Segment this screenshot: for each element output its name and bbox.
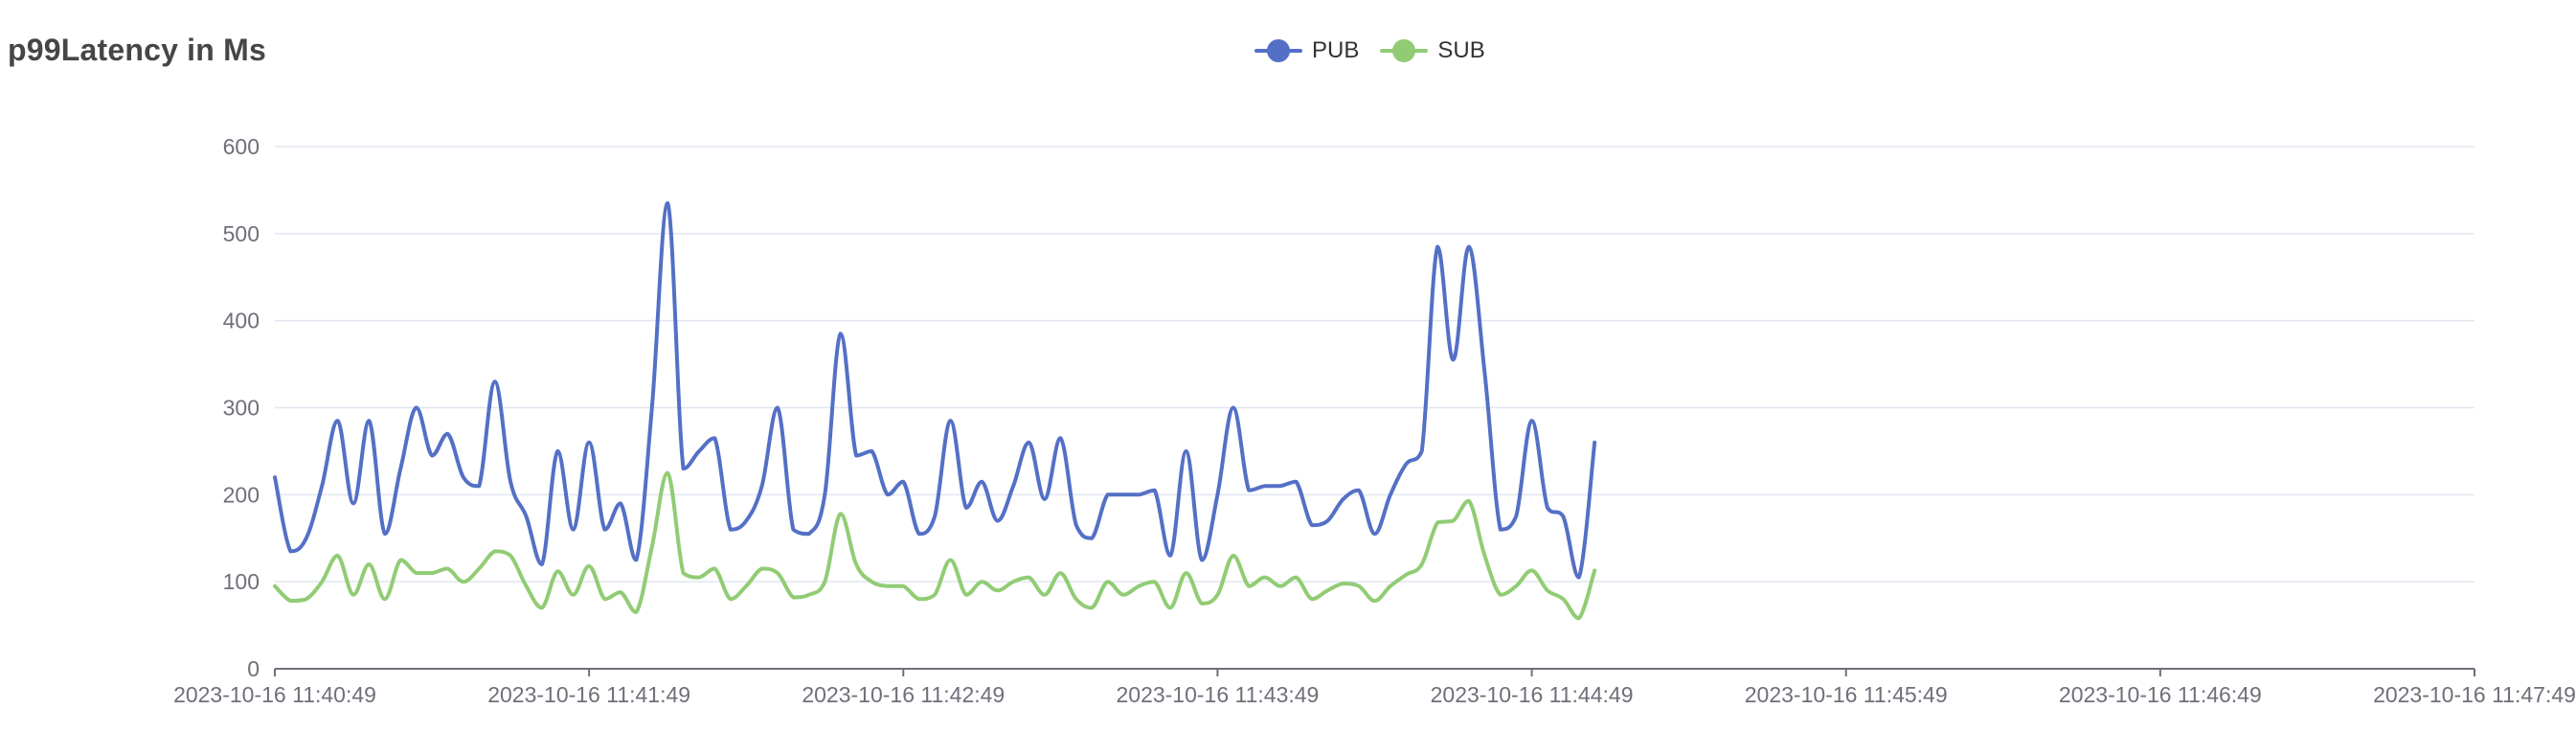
legend-label-pub: PUB: [1312, 37, 1360, 63]
legend-item-pub[interactable]: PUB: [1254, 37, 1359, 64]
x-tick-label: 2023-10-16 11:47:49: [2373, 682, 2576, 707]
legend-item-sub[interactable]: SUB: [1380, 37, 1485, 64]
legend: PUB SUB: [1254, 34, 1485, 67]
x-tick-label: 2023-10-16 11:46:49: [2059, 682, 2262, 707]
y-tick-label: 300: [223, 396, 260, 421]
legend-dot-sub: [1392, 39, 1416, 62]
x-tick-label: 2023-10-16 11:44:49: [1431, 682, 1634, 707]
y-tick-label: 400: [223, 309, 260, 333]
x-tick-label: 2023-10-16 11:43:49: [1116, 682, 1319, 707]
y-tick-label: 500: [223, 221, 260, 246]
legend-label-sub: SUB: [1437, 37, 1485, 63]
legend-dot-pub: [1267, 39, 1290, 62]
chart-title: p99Latency in Ms: [8, 33, 266, 67]
x-tick-label: 2023-10-16 11:42:49: [802, 682, 1005, 707]
y-tick-label: 600: [223, 134, 260, 159]
series-line-pub: [273, 201, 1597, 580]
y-tick-label: 100: [223, 569, 260, 594]
series-line-sub: [273, 470, 1597, 621]
y-tick-label: 200: [223, 482, 260, 507]
x-tick-label: 2023-10-16 11:45:49: [1745, 682, 1948, 707]
legend-marker-sub-icon: [1380, 39, 1429, 62]
x-tick-label: 2023-10-16 11:40:49: [173, 682, 376, 707]
y-tick-label: 0: [247, 656, 260, 681]
legend-marker-pub-icon: [1254, 39, 1302, 62]
x-tick-label: 2023-10-16 11:41:49: [487, 682, 690, 707]
